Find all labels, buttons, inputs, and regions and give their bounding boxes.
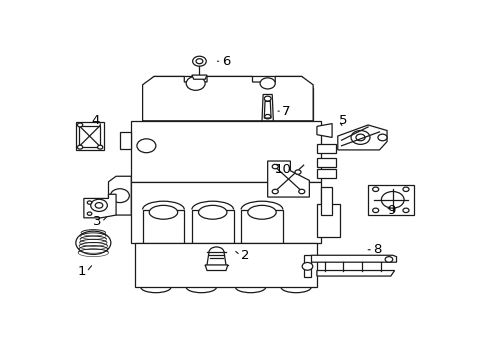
Text: 1: 1 <box>78 265 86 278</box>
Polygon shape <box>84 194 116 218</box>
Circle shape <box>196 59 203 64</box>
Polygon shape <box>267 161 309 197</box>
Circle shape <box>264 96 270 101</box>
Polygon shape <box>241 210 282 243</box>
Polygon shape <box>191 75 206 79</box>
Polygon shape <box>316 169 335 177</box>
Polygon shape <box>367 185 413 215</box>
Polygon shape <box>316 204 339 237</box>
Circle shape <box>381 192 403 208</box>
Text: 4: 4 <box>91 114 99 127</box>
Polygon shape <box>316 158 335 167</box>
Circle shape <box>137 139 156 153</box>
Circle shape <box>87 212 92 215</box>
Circle shape <box>272 164 278 169</box>
Circle shape <box>302 262 312 270</box>
Ellipse shape <box>247 205 276 219</box>
Text: 7: 7 <box>282 105 290 118</box>
Circle shape <box>372 208 378 212</box>
Circle shape <box>294 170 301 174</box>
Polygon shape <box>142 76 312 87</box>
Circle shape <box>186 76 205 90</box>
Circle shape <box>377 134 386 141</box>
Polygon shape <box>142 76 312 121</box>
Circle shape <box>385 257 392 262</box>
Ellipse shape <box>198 205 226 219</box>
Text: 10: 10 <box>274 163 291 176</box>
Circle shape <box>264 114 270 119</box>
Circle shape <box>350 131 369 144</box>
Circle shape <box>90 199 107 211</box>
Polygon shape <box>135 243 316 287</box>
Text: 9: 9 <box>386 204 394 217</box>
Circle shape <box>77 145 82 149</box>
Circle shape <box>97 145 102 149</box>
Polygon shape <box>337 125 386 150</box>
Polygon shape <box>262 94 273 121</box>
Polygon shape <box>131 182 320 243</box>
Polygon shape <box>120 132 131 149</box>
Text: 2: 2 <box>240 249 249 262</box>
Circle shape <box>192 56 206 66</box>
Ellipse shape <box>260 78 275 89</box>
Circle shape <box>355 134 365 141</box>
Polygon shape <box>316 123 331 138</box>
Circle shape <box>298 189 304 194</box>
Polygon shape <box>303 255 311 278</box>
Polygon shape <box>320 187 331 215</box>
Polygon shape <box>108 176 131 215</box>
Circle shape <box>95 203 102 208</box>
Polygon shape <box>191 210 233 243</box>
Circle shape <box>110 189 129 203</box>
Circle shape <box>372 187 378 192</box>
Circle shape <box>402 187 408 192</box>
Ellipse shape <box>149 205 177 219</box>
Polygon shape <box>316 270 394 276</box>
Polygon shape <box>311 255 396 262</box>
Polygon shape <box>76 122 104 150</box>
Circle shape <box>77 123 82 127</box>
Text: 6: 6 <box>222 55 230 68</box>
Circle shape <box>272 189 278 194</box>
Polygon shape <box>142 87 312 121</box>
Circle shape <box>402 208 408 212</box>
Polygon shape <box>131 121 320 182</box>
Text: 3: 3 <box>93 216 101 229</box>
Polygon shape <box>316 144 335 153</box>
Polygon shape <box>205 265 227 270</box>
Text: 8: 8 <box>373 243 381 256</box>
Text: 5: 5 <box>339 114 347 127</box>
Polygon shape <box>142 210 184 243</box>
Circle shape <box>87 201 92 204</box>
